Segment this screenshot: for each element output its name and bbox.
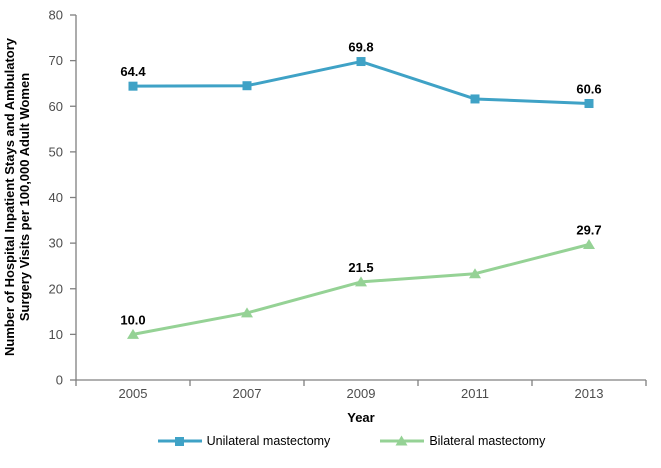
data-point-label: 60.6 xyxy=(576,82,601,97)
bilateral-line-triangle-icon xyxy=(380,435,425,446)
chart-legend: Unilateral mastectomy Bilateral mastecto… xyxy=(0,434,661,448)
data-point-marker xyxy=(127,328,139,339)
y-tick-label: 70 xyxy=(49,53,63,68)
data-point-marker xyxy=(356,57,366,67)
data-point-marker xyxy=(355,276,367,287)
data-point-label: 29.7 xyxy=(576,222,601,237)
data-point-marker xyxy=(242,81,252,91)
plot-area: 0 10 20 30 40 50 60 70 80 2005 2007 2009 2011 2013 64.… xyxy=(49,8,647,401)
y-tick-label: 10 xyxy=(49,327,63,342)
x-tick-label: 2005 xyxy=(119,386,148,401)
y-tick-label: 0 xyxy=(56,373,63,388)
data-point-marker xyxy=(470,94,480,104)
data-point-label: 69.8 xyxy=(348,40,373,55)
data-point-marker xyxy=(469,268,481,279)
data-point-label: 10.0 xyxy=(120,312,145,327)
data-point-label: 64.4 xyxy=(120,64,146,79)
legend-item-unilateral: Unilateral mastectomy xyxy=(156,434,331,448)
data-point-marker xyxy=(128,81,138,91)
legend-label-bilateral: Bilateral mastectomy xyxy=(429,434,546,448)
unilateral-line-square-icon xyxy=(157,437,202,446)
data-point-marker xyxy=(241,307,253,318)
y-tick-label: 30 xyxy=(49,236,63,251)
y-tick-label: 40 xyxy=(49,190,63,205)
x-tick-label: 2011 xyxy=(461,386,489,401)
series-line-1 xyxy=(131,242,591,336)
y-tick-label: 80 xyxy=(49,8,63,23)
series-line-0 xyxy=(131,60,591,106)
x-tick-label: 2009 xyxy=(347,386,376,401)
legend-item-bilateral: Bilateral mastectomy xyxy=(378,434,545,448)
x-tick-label: 2013 xyxy=(575,386,604,401)
data-point-marker xyxy=(583,238,595,249)
y-axis-title-line2: Surgery Visits per 100,000 Adult Women xyxy=(17,73,32,321)
y-tick-label: 20 xyxy=(49,281,63,296)
x-axis-title: Year xyxy=(347,410,374,425)
y-axis-title-line1: Number of Hospital Inpatient Stays and A… xyxy=(2,37,17,356)
x-tick-label: 2007 xyxy=(233,386,262,401)
y-tick-label: 60 xyxy=(49,99,63,114)
data-point-marker xyxy=(584,99,594,109)
y-tick-label: 50 xyxy=(49,144,63,159)
legend-label-unilateral: Unilateral mastectomy xyxy=(206,434,331,448)
data-point-label: 21.5 xyxy=(348,260,373,275)
